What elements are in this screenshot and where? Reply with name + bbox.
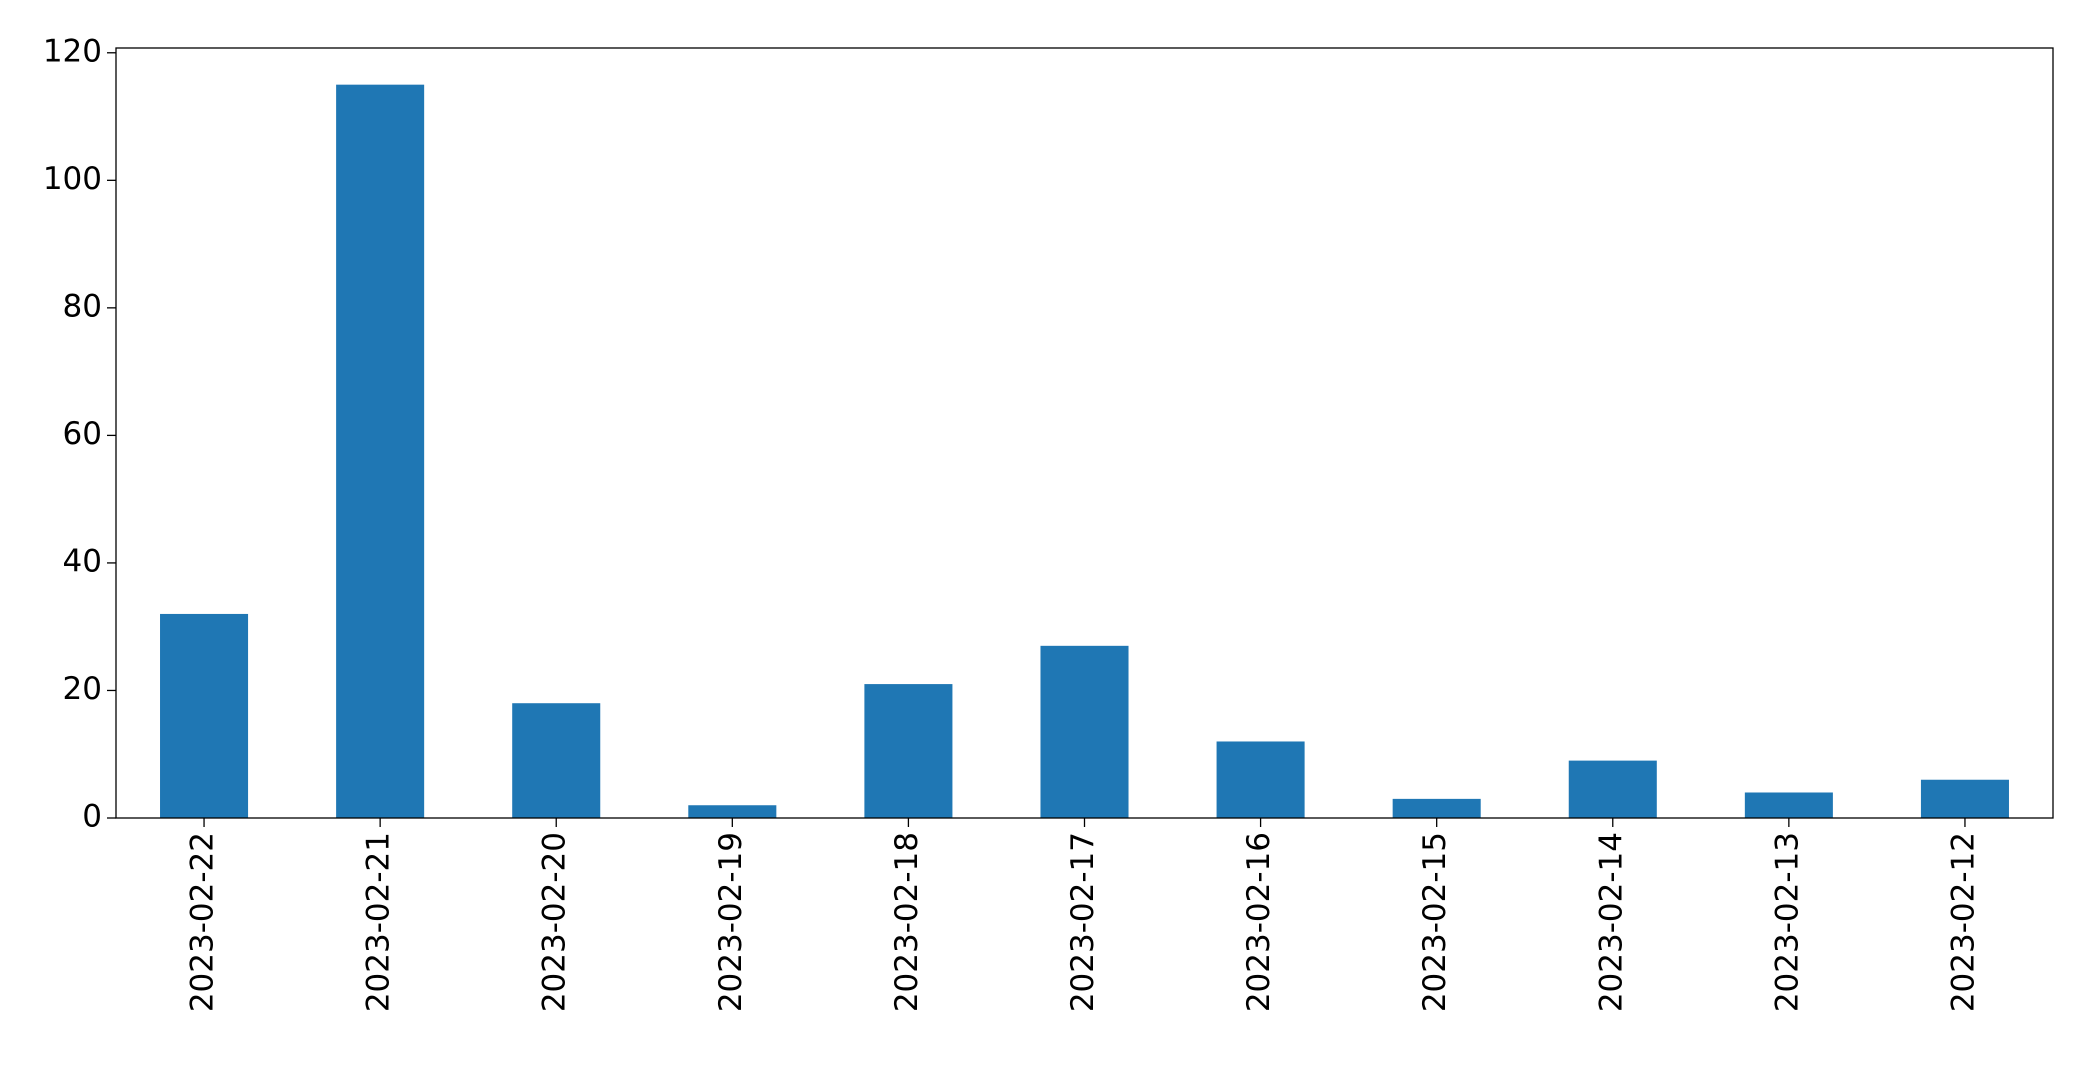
bar <box>1216 741 1305 818</box>
plot-frame <box>115 47 2054 819</box>
x-tick-label: 2023-02-18 <box>889 832 925 1012</box>
x-tick-label: 2023-02-13 <box>1769 832 1805 1012</box>
x-tick-label: 2023-02-19 <box>713 832 749 1012</box>
y-tick-label: 20 <box>63 671 102 707</box>
bar <box>1568 760 1657 818</box>
y-tick-label: 40 <box>63 543 102 579</box>
x-tick-label: 2023-02-15 <box>1417 832 1453 1012</box>
x-tick-label: 2023-02-17 <box>1065 832 1101 1012</box>
x-tick-label: 2023-02-21 <box>361 832 397 1012</box>
x-tick-label: 2023-02-20 <box>537 832 573 1012</box>
y-tick-label: 0 <box>82 799 102 835</box>
bar <box>512 703 601 818</box>
y-tick-label: 80 <box>63 288 102 324</box>
bar <box>1920 779 2009 818</box>
bar <box>1392 798 1481 818</box>
x-tick-label: 2023-02-16 <box>1241 832 1277 1012</box>
bar <box>688 805 777 818</box>
y-tick-label: 60 <box>63 416 102 452</box>
bar <box>1040 645 1129 818</box>
y-tick-label: 100 <box>43 161 102 197</box>
bar <box>1744 792 1833 818</box>
x-tick-label: 2023-02-12 <box>1945 832 1981 1012</box>
x-tick-label: 2023-02-14 <box>1593 832 1629 1012</box>
bar <box>160 613 249 818</box>
y-tick-label: 120 <box>43 33 102 69</box>
bar <box>864 684 953 818</box>
bar <box>336 84 425 818</box>
x-tick-label: 2023-02-22 <box>185 832 221 1012</box>
